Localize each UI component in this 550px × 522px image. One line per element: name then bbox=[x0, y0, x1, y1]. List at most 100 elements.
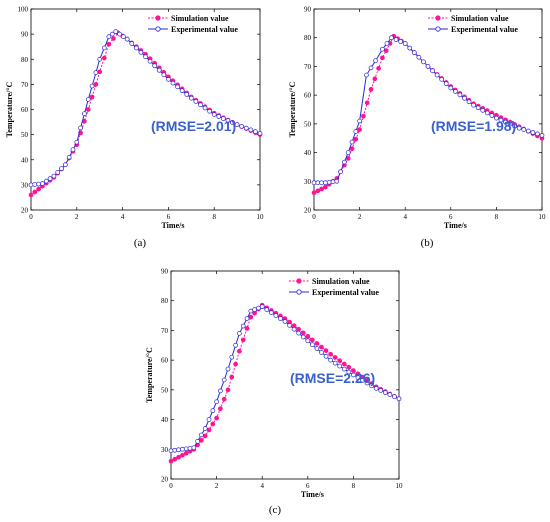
data-point-experimental bbox=[47, 176, 53, 181]
data-point-simulation bbox=[357, 127, 362, 132]
y-axis-label: Temperature/°C bbox=[5, 81, 14, 137]
data-point-experimental bbox=[248, 308, 254, 314]
x-tick-label: 0 bbox=[169, 482, 173, 490]
data-point-experimental bbox=[360, 377, 365, 383]
data-point-experimental bbox=[353, 129, 359, 134]
data-point-experimental bbox=[443, 81, 449, 87]
data-point-experimental bbox=[382, 390, 388, 395]
data-point-experimental bbox=[51, 173, 57, 179]
data-point-experimental bbox=[337, 363, 343, 369]
legend-marker-experimental bbox=[155, 26, 161, 32]
data-point-experimental bbox=[198, 102, 203, 108]
data-point-simulation bbox=[240, 337, 246, 343]
data-point-experimental bbox=[402, 41, 408, 46]
data-point-experimental bbox=[334, 178, 340, 184]
data-point-simulation bbox=[341, 361, 347, 367]
x-tick-label: 8 bbox=[352, 482, 356, 490]
data-point-experimental bbox=[244, 316, 250, 321]
data-point-experimental bbox=[282, 319, 288, 324]
x-axis-label: Time/s bbox=[161, 221, 184, 230]
data-point-simulation bbox=[36, 186, 41, 192]
data-point-experimental bbox=[240, 323, 246, 329]
y-tick-label: 70 bbox=[304, 63, 312, 71]
data-point-experimental bbox=[387, 392, 393, 397]
data-point-experimental bbox=[319, 350, 324, 355]
data-point-experimental bbox=[364, 380, 370, 386]
data-point-experimental bbox=[439, 76, 445, 82]
data-point-simulation bbox=[305, 334, 311, 339]
data-point-experimental bbox=[349, 139, 355, 145]
data-point-experimental bbox=[484, 110, 490, 116]
data-point-simulation bbox=[180, 452, 185, 458]
data-point-experimental bbox=[172, 447, 178, 453]
series-simulation bbox=[311, 33, 545, 196]
data-point-experimental bbox=[124, 36, 130, 42]
data-point-simulation bbox=[89, 94, 95, 100]
y-tick-label: 70 bbox=[21, 81, 29, 89]
x-tick-label: 0 bbox=[312, 213, 316, 221]
series-line-simulation bbox=[313, 35, 543, 194]
series-experimental bbox=[311, 35, 545, 186]
data-point-experimental bbox=[351, 372, 356, 378]
data-point-simulation bbox=[328, 351, 333, 357]
data-point-experimental bbox=[368, 65, 374, 71]
data-point-experimental bbox=[43, 178, 49, 184]
y-tick-label: 40 bbox=[21, 156, 29, 164]
data-point-simulation bbox=[364, 100, 370, 106]
data-point-experimental bbox=[62, 162, 68, 168]
y-tick-label: 50 bbox=[304, 120, 312, 128]
data-point-experimental bbox=[421, 59, 426, 65]
data-point-experimental bbox=[166, 76, 171, 82]
chart-panel-0: 0 2 4 6 8 10 20 30 40 50 60 70 80 90 100 Time/s Temperat… bbox=[5, 6, 264, 231]
panel-caption: (b) bbox=[421, 237, 434, 249]
legend-marker-simulation bbox=[296, 278, 302, 284]
y-tick-label: 80 bbox=[161, 297, 169, 305]
data-point-experimental bbox=[323, 353, 329, 359]
data-point-experimental bbox=[398, 39, 403, 44]
data-point-simulation bbox=[172, 456, 178, 462]
data-point-experimental bbox=[287, 323, 292, 328]
data-point-experimental bbox=[211, 112, 217, 117]
data-point-experimental bbox=[373, 386, 379, 391]
data-point-experimental bbox=[170, 80, 176, 86]
data-point-experimental bbox=[121, 34, 126, 39]
data-point-experimental bbox=[82, 111, 87, 117]
data-point-experimental bbox=[175, 84, 180, 90]
data-point-simulation bbox=[202, 433, 208, 439]
data-point-experimental bbox=[243, 125, 249, 131]
data-point-simulation bbox=[323, 184, 328, 190]
data-point-experimental bbox=[268, 310, 274, 315]
data-point-experimental bbox=[106, 34, 112, 39]
data-point-experimental bbox=[256, 305, 261, 311]
legend-label-experimental: Experimental value bbox=[312, 288, 379, 297]
data-point-experimental bbox=[85, 97, 91, 102]
data-point-experimental bbox=[516, 125, 522, 131]
x-axis-label: Time/s bbox=[301, 490, 324, 499]
data-point-simulation bbox=[214, 415, 219, 421]
x-tick-label: 2 bbox=[75, 213, 79, 221]
data-point-experimental bbox=[129, 41, 135, 46]
data-point-simulation bbox=[319, 344, 324, 350]
data-point-experimental bbox=[278, 316, 283, 321]
data-point-simulation bbox=[337, 358, 343, 364]
data-point-simulation bbox=[310, 337, 315, 343]
plot-frame bbox=[30, 8, 261, 211]
y-tick-label: 50 bbox=[21, 131, 29, 139]
data-point-experimental bbox=[180, 446, 185, 452]
y-tick-label: 30 bbox=[21, 181, 29, 189]
data-point-experimental bbox=[210, 408, 216, 414]
data-point-experimental bbox=[229, 354, 235, 360]
data-point-experimental bbox=[310, 342, 315, 348]
y-tick-label: 40 bbox=[304, 149, 312, 157]
data-point-simulation bbox=[372, 76, 378, 82]
data-point-experimental bbox=[59, 166, 64, 171]
data-point-experimental bbox=[147, 58, 153, 64]
legend: Simulation value Experimental value bbox=[289, 277, 379, 297]
data-point-simulation bbox=[176, 454, 181, 460]
data-point-experimental bbox=[188, 95, 194, 101]
data-point-experimental bbox=[97, 56, 103, 62]
chart-panel-1: 0 2 4 6 8 10 20 30 40 50 60 70 80 90 Time/s Temperature… bbox=[288, 6, 546, 231]
rmse-annotation: (RMSE=2.26) bbox=[290, 370, 375, 386]
data-point-experimental bbox=[378, 388, 384, 393]
plot-frame bbox=[170, 270, 400, 480]
